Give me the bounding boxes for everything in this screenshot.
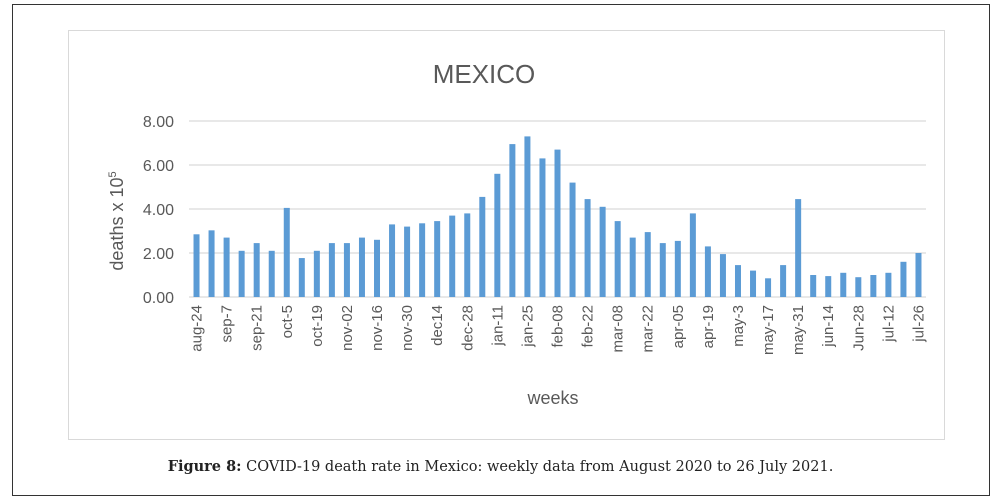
bar-nov-02 [343,243,350,297]
figure-caption: Figure 8: COVID-19 death rate in Mexico:… [0,458,1001,475]
bar-jun-28 [855,277,862,297]
bar-dec-28 [464,213,471,297]
bar-feb-08 [554,149,561,297]
bar-jul-05 [870,275,877,297]
bar-apr-12 [689,213,696,297]
bar-jan-18 [509,144,516,297]
figure-frame [12,4,990,496]
x-tick-label: jun-14 [820,305,837,348]
bar-oct-19 [313,250,320,297]
x-tick-label: jan-11 [489,305,506,347]
x-tick-label: oct-5 [279,305,296,338]
bar-may-24 [780,265,787,297]
x-tick-label: sep-21 [249,305,266,351]
y-axis-title-superscript: 5 [107,171,119,177]
bar-may-17 [765,278,772,297]
chart-svg: MEXICO 0.00 2.00 4.00 6.00 8.00 aug-24 sep-7 s… [107,59,928,408]
x-tick-label: nov-02 [339,305,356,351]
bar-sep-28 [268,250,275,297]
x-tick-label: nov-30 [399,305,416,351]
x-tick-label: feb-22 [580,305,597,348]
y-tick-label: 0.00 [143,290,174,307]
bar-dec-07 [419,223,426,297]
bar-jul-19 [900,261,907,297]
bar-oct-26 [328,243,335,297]
y-tick-label: 2.00 [143,246,174,263]
bar-jul-12 [885,272,892,297]
bar-nov-09 [358,237,365,297]
x-tick-label: jul-12 [880,305,897,343]
bar-sep-14 [238,250,245,297]
x-tick-label: apr-05 [670,305,687,348]
x-tick-label: dec-28 [459,305,476,351]
bar-aug-31 [208,230,215,297]
bar-dec-21 [449,215,456,297]
bar-aug-24 [193,234,200,297]
chart-area: MEXICO 0.00 2.00 4.00 6.00 8.00 aug-24 sep-7 s… [68,30,945,440]
bar-mar-01 [599,206,606,297]
caption-label: Figure 8: [167,458,242,475]
bar-may-3 [734,265,741,297]
x-tick-label: dec14 [429,305,446,346]
x-tick-label: may-31 [790,305,807,355]
bar-jun-14 [825,276,832,297]
x-tick-label: mar-08 [610,305,627,353]
bar-jan-11 [494,173,501,297]
bar-apr-19 [704,246,711,297]
x-tick-label: mar-22 [640,305,657,353]
x-tick-label: nov-16 [369,305,386,351]
bar-nov-23 [389,224,396,297]
x-axis-title: weeks [526,388,578,408]
x-tick-label: oct-19 [309,305,326,347]
chart-title: MEXICO [433,59,536,89]
bar-oct-12 [298,258,305,297]
caption-text: COVID-19 death rate in Mexico: weekly da… [241,459,834,475]
bar-jun-07 [810,275,817,297]
bar-apr-26 [719,254,726,297]
x-tick-label: apr-19 [700,305,717,348]
bar-nov-16 [374,239,381,297]
bar-dec14 [434,221,441,297]
bar-apr-05 [674,240,681,297]
bar-may-10 [750,270,757,297]
bar-feb-22 [584,199,591,297]
bar-sep-21 [253,243,260,297]
bar-mar-15 [629,237,636,297]
bar-oct-5 [283,207,290,297]
bar-nov-30 [404,226,411,297]
y-tick-label: 8.00 [143,114,174,131]
bar-jul-26 [915,253,922,297]
bar-may-31 [795,199,802,297]
y-tick-label: 6.00 [143,158,174,175]
bar-jan-25 [524,136,531,297]
x-axis-ticks: aug-24 sep-7 sep-21 oct-5 oct-19 nov-02 nov-16… [189,305,928,355]
y-axis-ticks: 0.00 2.00 4.00 6.00 8.00 [143,114,174,307]
x-tick-label: Jun-28 [850,305,867,351]
x-tick-label: sep-7 [219,305,236,343]
x-tick-label: feb-08 [550,305,567,348]
bar-sep-7 [223,237,230,297]
x-tick-label: aug-24 [189,305,206,352]
bar-mar-29 [659,243,666,297]
bars [193,136,922,297]
bar-mar-08 [614,221,621,297]
bar-feb-15 [569,182,576,297]
x-tick-label: jul-26 [910,305,927,343]
bar-jun-21 [840,272,847,297]
bar-mar-22 [644,232,651,297]
y-tick-label: 4.00 [143,202,174,219]
x-tick-label: may-17 [760,305,777,355]
x-tick-label: jan-25 [519,305,536,348]
bar-jan-04 [479,196,486,297]
y-axis-title: deaths x 105 [107,171,127,270]
y-axis-title-text: deaths x 10 [107,178,127,271]
x-tick-label: may-3 [730,305,747,347]
bar-feb-01 [539,158,546,297]
